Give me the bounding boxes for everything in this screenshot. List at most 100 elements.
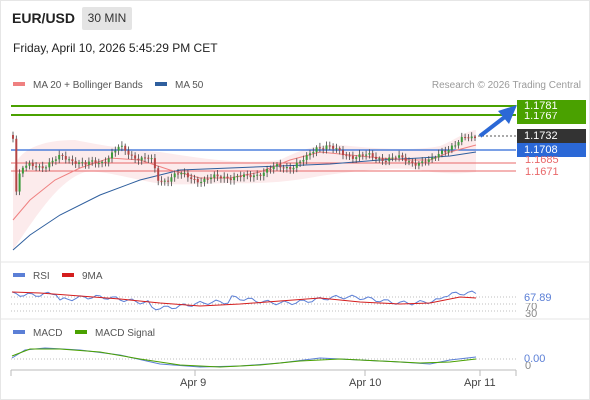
candle-body: [239, 176, 242, 178]
candle-body: [124, 145, 127, 151]
bollinger-fill: [13, 130, 476, 250]
candle-body: [351, 155, 354, 159]
candle-body: [299, 161, 302, 163]
candle-body: [292, 167, 295, 170]
candle-body: [312, 151, 315, 154]
candle-body: [167, 180, 170, 182]
candle-body: [388, 157, 391, 162]
candle-body: [186, 172, 189, 178]
candle-body: [371, 153, 374, 157]
candle-body: [137, 158, 140, 161]
candle-body: [35, 166, 38, 168]
candle-body: [295, 162, 298, 168]
candle-body: [457, 142, 460, 146]
timeframe-button[interactable]: 30 MIN: [82, 7, 132, 30]
candle-body: [437, 153, 440, 158]
candle-body: [342, 150, 344, 156]
candle-body: [305, 155, 308, 160]
candle-body: [78, 162, 80, 164]
candle-body: [375, 156, 377, 159]
candle-body: [140, 157, 143, 161]
candle-body: [120, 145, 123, 147]
candle-body: [424, 161, 427, 163]
candle-body: [200, 181, 203, 183]
candle-body: [206, 178, 209, 180]
macd-zero-label: 0: [525, 362, 532, 369]
x-label-apr9: Apr 9: [180, 377, 207, 389]
candle-body: [18, 173, 21, 192]
candle-body: [51, 160, 54, 163]
rsi-value: 67.89: [524, 292, 552, 304]
candle-body: [21, 167, 24, 174]
target-1-label: 1.1781: [524, 100, 558, 112]
candle-body: [444, 150, 447, 153]
macd-signal-label: MACD Signal: [95, 328, 156, 339]
macd-swatch: [13, 330, 25, 335]
support-2-label: 1.1671: [525, 166, 559, 178]
candle-body: [335, 148, 338, 150]
bollinger-bands: [13, 130, 476, 250]
candle-body: [460, 137, 463, 143]
candle-body: [177, 173, 179, 175]
candle-body: [441, 150, 443, 154]
candle-body: [71, 159, 74, 162]
candle-body: [114, 150, 117, 153]
candle-body: [450, 145, 453, 150]
candle-body: [38, 166, 41, 168]
projection-arrow-head: [498, 105, 517, 124]
candle-body: [272, 166, 275, 170]
candle-body: [338, 148, 341, 151]
macd-label: MACD: [33, 328, 63, 339]
candle-body: [434, 157, 437, 159]
candle-body: [117, 146, 120, 151]
candle-body: [252, 175, 255, 178]
candle-body: [107, 158, 110, 163]
candle-body: [262, 172, 265, 177]
candle-body: [58, 155, 61, 160]
candle-body: [196, 178, 199, 183]
candle-body: [266, 169, 269, 173]
time-axis: [10, 369, 517, 376]
candle-body: [84, 162, 87, 165]
candle-body: [87, 161, 90, 165]
candle-body: [447, 149, 450, 153]
candle-body: [302, 159, 305, 162]
candle-body: [94, 160, 97, 164]
candle-body: [322, 148, 325, 150]
candle-body: [48, 162, 51, 168]
candle-body: [163, 180, 166, 182]
candle-body: [223, 176, 226, 179]
candle-body: [15, 138, 18, 192]
pivot-badge: 1.1708: [517, 143, 586, 157]
candle-body: [68, 159, 71, 161]
candle-body: [25, 165, 28, 168]
candle-body: [213, 174, 216, 178]
rsi-panel: [0, 261, 590, 312]
rsi-level-high: 70: [525, 303, 538, 311]
candle-body: [183, 172, 186, 174]
candle-body: [54, 159, 57, 161]
candle-body: [318, 147, 321, 149]
candle-body: [134, 155, 137, 159]
candle-body: [328, 145, 331, 147]
candle-body: [210, 177, 212, 180]
projection-arrow-shaft: [478, 114, 508, 138]
candle-body: [28, 163, 31, 166]
support-1-label: 1.1685: [525, 156, 559, 165]
candle-body: [216, 174, 219, 177]
candle-body: [233, 176, 236, 181]
ma20-swatch: [13, 82, 25, 87]
candle-body: [259, 174, 262, 177]
candle-body: [74, 161, 77, 164]
rsi-ma-line: [11, 291, 477, 307]
candle-body: [384, 161, 387, 163]
candle-body: [130, 154, 133, 156]
candle-body: [325, 145, 328, 150]
chart-datetime: Friday, April 10, 2026 5:45:29 PM CET: [13, 41, 218, 55]
macd-panel: [0, 318, 590, 368]
candle-body: [157, 168, 160, 181]
candle-body: [226, 176, 229, 179]
rsi-level-low: 30: [525, 310, 538, 318]
candle-body: [111, 152, 113, 159]
